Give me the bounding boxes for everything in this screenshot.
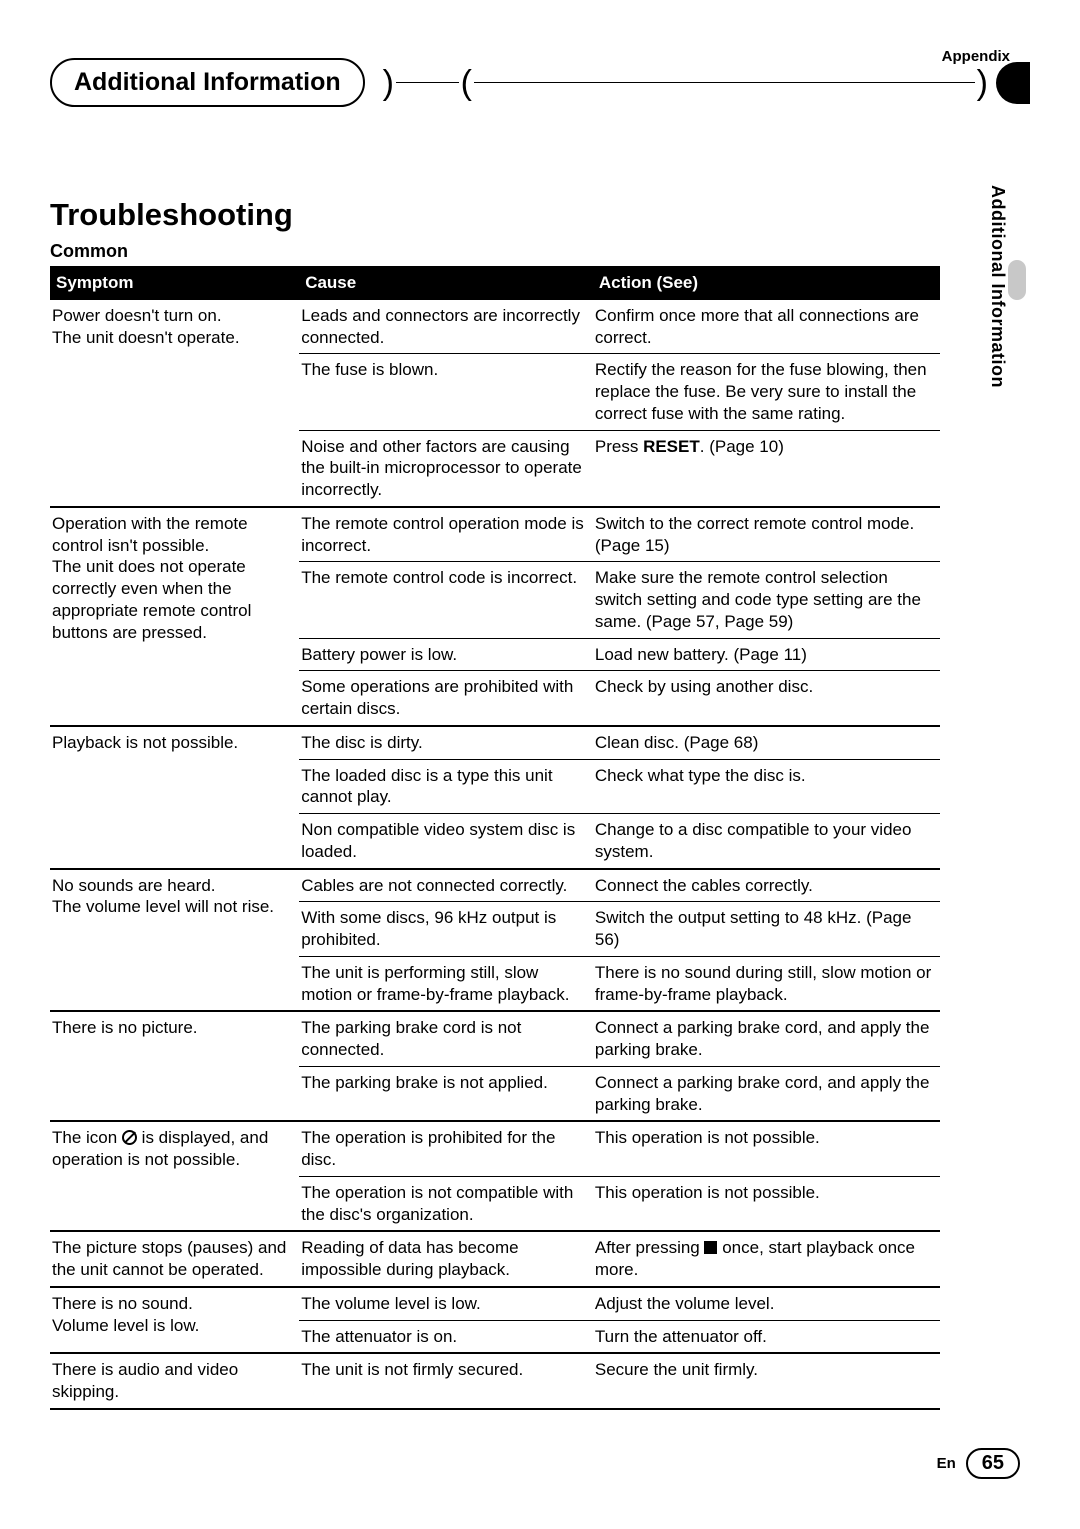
cell-action: Press RESET. (Page 10) [593,430,940,507]
cell-action: Check by using another disc. [593,671,940,726]
footer-lang: En [937,1455,956,1472]
cell-action: After pressing once, start playback once… [593,1231,940,1287]
cell-symptom: No sounds are heard.The volume level wil… [50,869,299,1012]
cell-cause: The remote control operation mode is inc… [299,507,593,562]
table-row: There is audio and video skipping. The u… [50,1353,940,1409]
cell-action: This operation is not possible. [593,1176,940,1231]
page-footer: En 65 [937,1448,1020,1479]
stop-icon [704,1241,717,1254]
table-row: Operation with the remote control isn't … [50,507,940,562]
cell-action: Load new battery. (Page 11) [593,638,940,671]
cell-cause: Non compatible video system disc is load… [299,814,593,869]
table-row: The icon is displayed, and operation is … [50,1121,940,1176]
cell-action: Secure the unit firmly. [593,1353,940,1409]
cell-cause: The remote control code is incorrect. [299,562,593,638]
cell-action: There is no sound during still, slow mot… [593,956,940,1011]
side-tab-text: Additional Information [987,185,1008,388]
cell-action: Switch to the correct remote control mod… [593,507,940,562]
cell-cause: Reading of data has become impossible du… [299,1231,593,1287]
cell-action: Clean disc. (Page 68) [593,726,940,759]
paren-close-icon: ) [977,66,988,100]
cell-cause: The unit is not firmly secured. [299,1353,593,1409]
cell-cause: With some discs, 96 kHz output is prohib… [299,902,593,957]
cell-action: Make sure the remote control selection s… [593,562,940,638]
appendix-label: Appendix [942,48,1010,65]
cell-symptom: Power doesn't turn on.The unit doesn't o… [50,300,299,507]
table-subhead: Common [50,241,940,262]
cell-action: Rectify the reason for the fuse blowing,… [593,354,940,430]
cell-action: Turn the attenuator off. [593,1320,940,1353]
col-action: Action (See) [593,266,940,300]
cell-symptom: Operation with the remote control isn't … [50,507,299,726]
cell-cause: The operation is prohibited for the disc… [299,1121,593,1176]
cell-symptom: There is audio and video skipping. [50,1353,299,1409]
cell-cause: The parking brake cord is not connected. [299,1011,593,1066]
cell-cause: The loaded disc is a type this unit cann… [299,759,593,814]
table-header-row: Symptom Cause Action (See) [50,266,940,300]
cell-symptom: The picture stops (pauses) and the unit … [50,1231,299,1287]
page-title: Troubleshooting [50,197,940,233]
cell-symptom: Playback is not possible. [50,726,299,869]
troubleshooting-table: Symptom Cause Action (See) Power doesn't… [50,266,940,1410]
paren-close-icon: ) [383,66,394,100]
prohibit-icon [122,1130,137,1145]
table-row: Power doesn't turn on.The unit doesn't o… [50,300,940,354]
cell-symptom: There is no picture. [50,1011,299,1121]
table-row: No sounds are heard.The volume level wil… [50,869,940,902]
footer-page-number: 65 [966,1448,1020,1479]
cell-cause: The attenuator is on. [299,1320,593,1353]
table-row: The picture stops (pauses) and the unit … [50,1231,940,1287]
cell-action: Confirm once more that all connections a… [593,300,940,354]
col-cause: Cause [299,266,593,300]
header-decoration: ) ( ) [383,62,1030,104]
side-tab-marker [1008,260,1026,300]
cell-cause: The unit is performing still, slow motio… [299,956,593,1011]
cell-cause: Battery power is low. [299,638,593,671]
table-row: Playback is not possible. The disc is di… [50,726,940,759]
paren-open-icon: ( [461,66,472,100]
cell-cause: Cables are not connected correctly. [299,869,593,902]
cell-cause: The volume level is low. [299,1287,593,1320]
header-title: Additional Information [50,58,365,107]
cell-action: Switch the output setting to 48 kHz. (Pa… [593,902,940,957]
cell-cause: The fuse is blown. [299,354,593,430]
cell-symptom: There is no sound.Volume level is low. [50,1287,299,1354]
cell-action: Check what type the disc is. [593,759,940,814]
cell-cause: Leads and connectors are incorrectly con… [299,300,593,354]
black-tab-icon [996,62,1030,104]
cell-action: Change to a disc compatible to your vide… [593,814,940,869]
table-row: There is no sound.Volume level is low. T… [50,1287,940,1320]
cell-action: Connect the cables correctly. [593,869,940,902]
cell-cause: The disc is dirty. [299,726,593,759]
cell-cause: The parking brake is not applied. [299,1066,593,1121]
cell-cause: The operation is not compatible with the… [299,1176,593,1231]
col-symptom: Symptom [50,266,299,300]
cell-symptom: The icon is displayed, and operation is … [50,1121,299,1231]
cell-cause: Some operations are prohibited with cert… [299,671,593,726]
cell-action: Connect a parking brake cord, and apply … [593,1066,940,1121]
header-bar: Additional Information ) ( ) [50,58,1030,107]
cell-action: This operation is not possible. [593,1121,940,1176]
side-tab: Additional Information [987,185,1026,388]
cell-cause: Noise and other factors are causing the … [299,430,593,507]
cell-action: Connect a parking brake cord, and apply … [593,1011,940,1066]
table-row: There is no picture. The parking brake c… [50,1011,940,1066]
cell-action: Adjust the volume level. [593,1287,940,1320]
